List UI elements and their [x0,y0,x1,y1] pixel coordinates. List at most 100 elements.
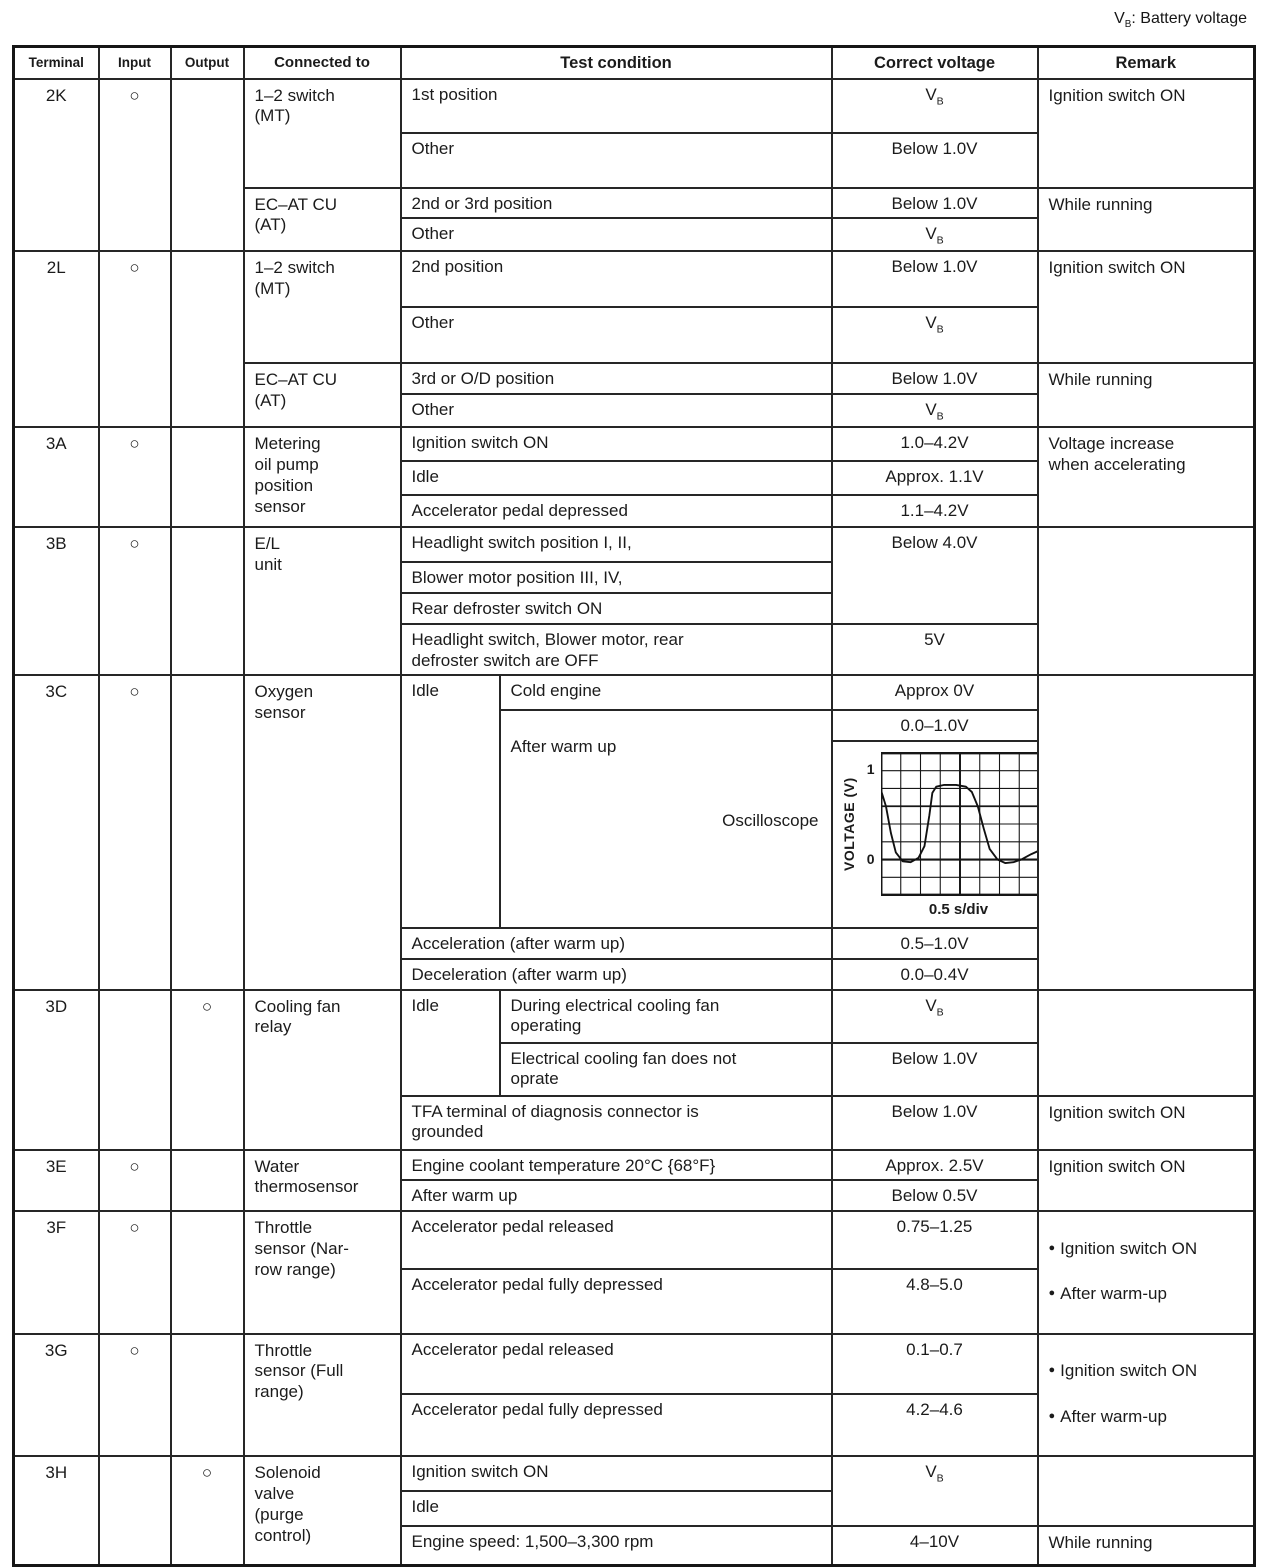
test-condition-cell: Engine coolant temperature 20°C {68°F} [399,1148,833,1182]
test-condition-cell: Engine speed: 1,500–3,300 rpm [399,1525,833,1567]
input-cell [97,1455,172,1567]
connected-to-cell: 1–2 switch (MT) [242,250,402,365]
voltage-cell: Below 1.0V [830,131,1039,189]
table-row: VOLTAGE (V) 1 0 0.5 s/div [14,740,1255,930]
vb-symbol: V [925,313,937,333]
voltage-cell: Approx. 2.5V [830,1148,1039,1182]
connected-to-cell: Throttle sensor (Full range) [242,1332,402,1458]
remark-bullet-item: ● After warm-up [1049,1407,1250,1428]
table-row: 3D ○ Cooling fan relay Idle During elect… [12,988,1256,1151]
circle-icon: ○ [201,1463,213,1483]
table-row: Accelerator pedal depressed 1.1–4.2V [14,494,1255,529]
output-cell [169,1332,245,1458]
remark-cell: While running [1036,362,1256,429]
test-condition-cell: Ignition switch ON [399,1455,833,1493]
connected-to-cell: Solenoid valve (purge control) [242,1455,402,1567]
terminal-id-cell: 3H [12,1455,100,1567]
output-cell: ○ [169,1455,245,1567]
connected-to-cell: EC–AT CU (AT) [242,362,402,429]
terminal-id-cell: 3G [12,1332,100,1458]
table-row: Blower motor position III, IV, [14,561,1255,595]
test-condition-cell: After warm up Oscilloscope [498,709,833,930]
terminal-id-cell: 3B [12,526,100,677]
voltage-cell: 4.2–4.6 [830,1392,1039,1458]
bullet-icon: ● [1048,1287,1056,1300]
test-condition-cell: Other [399,131,833,189]
vb-symbol: V [925,995,937,1015]
terminal-id-cell: 3A [12,426,100,529]
table-row: Accelerator pedal fully depressed 4.8–5.… [14,1268,1255,1335]
col-header-correct-voltage: Correct voltage [830,45,1039,80]
terminal-id-cell: 2K [12,77,100,253]
vb-subscript: B [936,410,944,423]
connected-to-cell: Metering oil pump position sensor [242,426,402,529]
voltage-cell: VB [830,988,1039,1044]
table-row: Electrical cooling fan does not oprate B… [14,1041,1255,1097]
table-row: 3B ○ E/L unit Headlight switch position … [12,526,1256,677]
table-row: EC–AT CU (AT) 2nd or 3rd position Below … [14,186,1256,253]
circle-icon: ○ [129,682,140,702]
output-cell [169,1148,245,1213]
connected-to-cell: E/L unit [242,526,402,677]
col-header-input: Input [97,45,172,80]
table-row: Accelerator pedal fully depressed 4.2–4.… [14,1392,1255,1458]
table-row: Other Below 1.0V [14,131,1255,189]
test-condition-cell: 1st position [399,77,833,134]
test-condition-cell: Headlight switch, Blower motor, rear def… [399,622,833,677]
remark-bullet-item: ● After warm-up [1049,1284,1250,1305]
circle-icon: ○ [129,534,140,554]
oscilloscope-y-axis-label: VOLTAGE (V) [840,777,857,871]
table-row: 3A ○ Metering oil pump position sensor I… [12,426,1256,529]
terminal-id-cell: 3C [12,674,100,991]
voltage-cell: 0.1–0.7 [830,1332,1039,1395]
remark-cell [1036,526,1256,677]
circle-icon: ○ [129,1156,140,1176]
vb-subscript: B [936,234,944,247]
oscilloscope-y-tick: 0 [866,851,875,868]
test-condition-cell: After warm up [399,1179,833,1213]
table-row: 3C ○ Oxygen sensor Idle Cold engine Appr… [12,674,1256,991]
connected-to-cell: Cooling fan relay [242,988,402,1151]
remark-text: After warm-up [1060,1284,1167,1304]
vb-subscript: B [1124,19,1132,31]
input-cell: ○ [97,1148,172,1213]
remark-text: Ignition switch ON [1060,1238,1198,1258]
col-header-output: Output [169,45,245,80]
input-cell: ○ [97,526,172,677]
test-condition-cell: 2nd position [399,250,833,309]
output-cell [169,77,245,253]
oscilloscope-label: Oscilloscope [722,811,819,831]
table-row: After warm up Oscilloscope 0.0–1.0V [14,709,1255,930]
voltage-cell: 4.8–5.0 [830,1268,1039,1335]
terminal-id-cell: 3D [12,988,100,1151]
remark-bullet-item: ● Ignition switch ON [1049,1361,1250,1382]
terminal-voltage-table: Terminal Input Output Connected to Test … [12,45,1256,1567]
input-cell [97,988,172,1151]
output-cell: ○ [169,988,245,1151]
oscilloscope-y-tick: 1 [866,761,875,778]
vb-symbol: V [925,224,937,244]
table-row: 2K ○ 1–2 switch (MT) 1st position VB Ign… [12,77,1256,253]
voltage-cell: 1.1–4.2V [830,494,1039,529]
input-cell: ○ [97,426,172,529]
table-row: Other VB [14,217,1255,253]
vb-subscript: B [936,1472,944,1485]
circle-icon: ○ [129,1340,140,1360]
voltage-cell: Below 1.0V [830,250,1039,309]
remark-cell: Ignition switch ON [1036,1094,1256,1151]
test-condition-cell: Accelerator pedal released [399,1332,833,1395]
table-row: 3E ○ Water thermosensor Engine coolant t… [12,1148,1256,1213]
test-condition-cell: Idle [399,460,833,497]
voltage-cell: Approx 0V [830,674,1039,712]
test-condition-cell: Accelerator pedal fully depressed [399,1268,833,1335]
header-row: Terminal Input Output Connected to Test … [12,45,1256,80]
table-row: 3G ○ Throttle sensor (Full range) Accele… [12,1332,1256,1458]
remark-cell: Ignition switch ON [1036,1148,1256,1213]
test-condition-cell: Other [399,306,833,365]
test-condition-cell: Other [399,217,833,253]
test-condition-cell: Ignition switch ON [399,426,833,463]
test-condition-cell: Other [399,393,833,429]
input-cell: ○ [97,1332,172,1458]
col-header-remark: Remark [1036,45,1256,80]
voltage-cell: VB [830,1455,1039,1528]
